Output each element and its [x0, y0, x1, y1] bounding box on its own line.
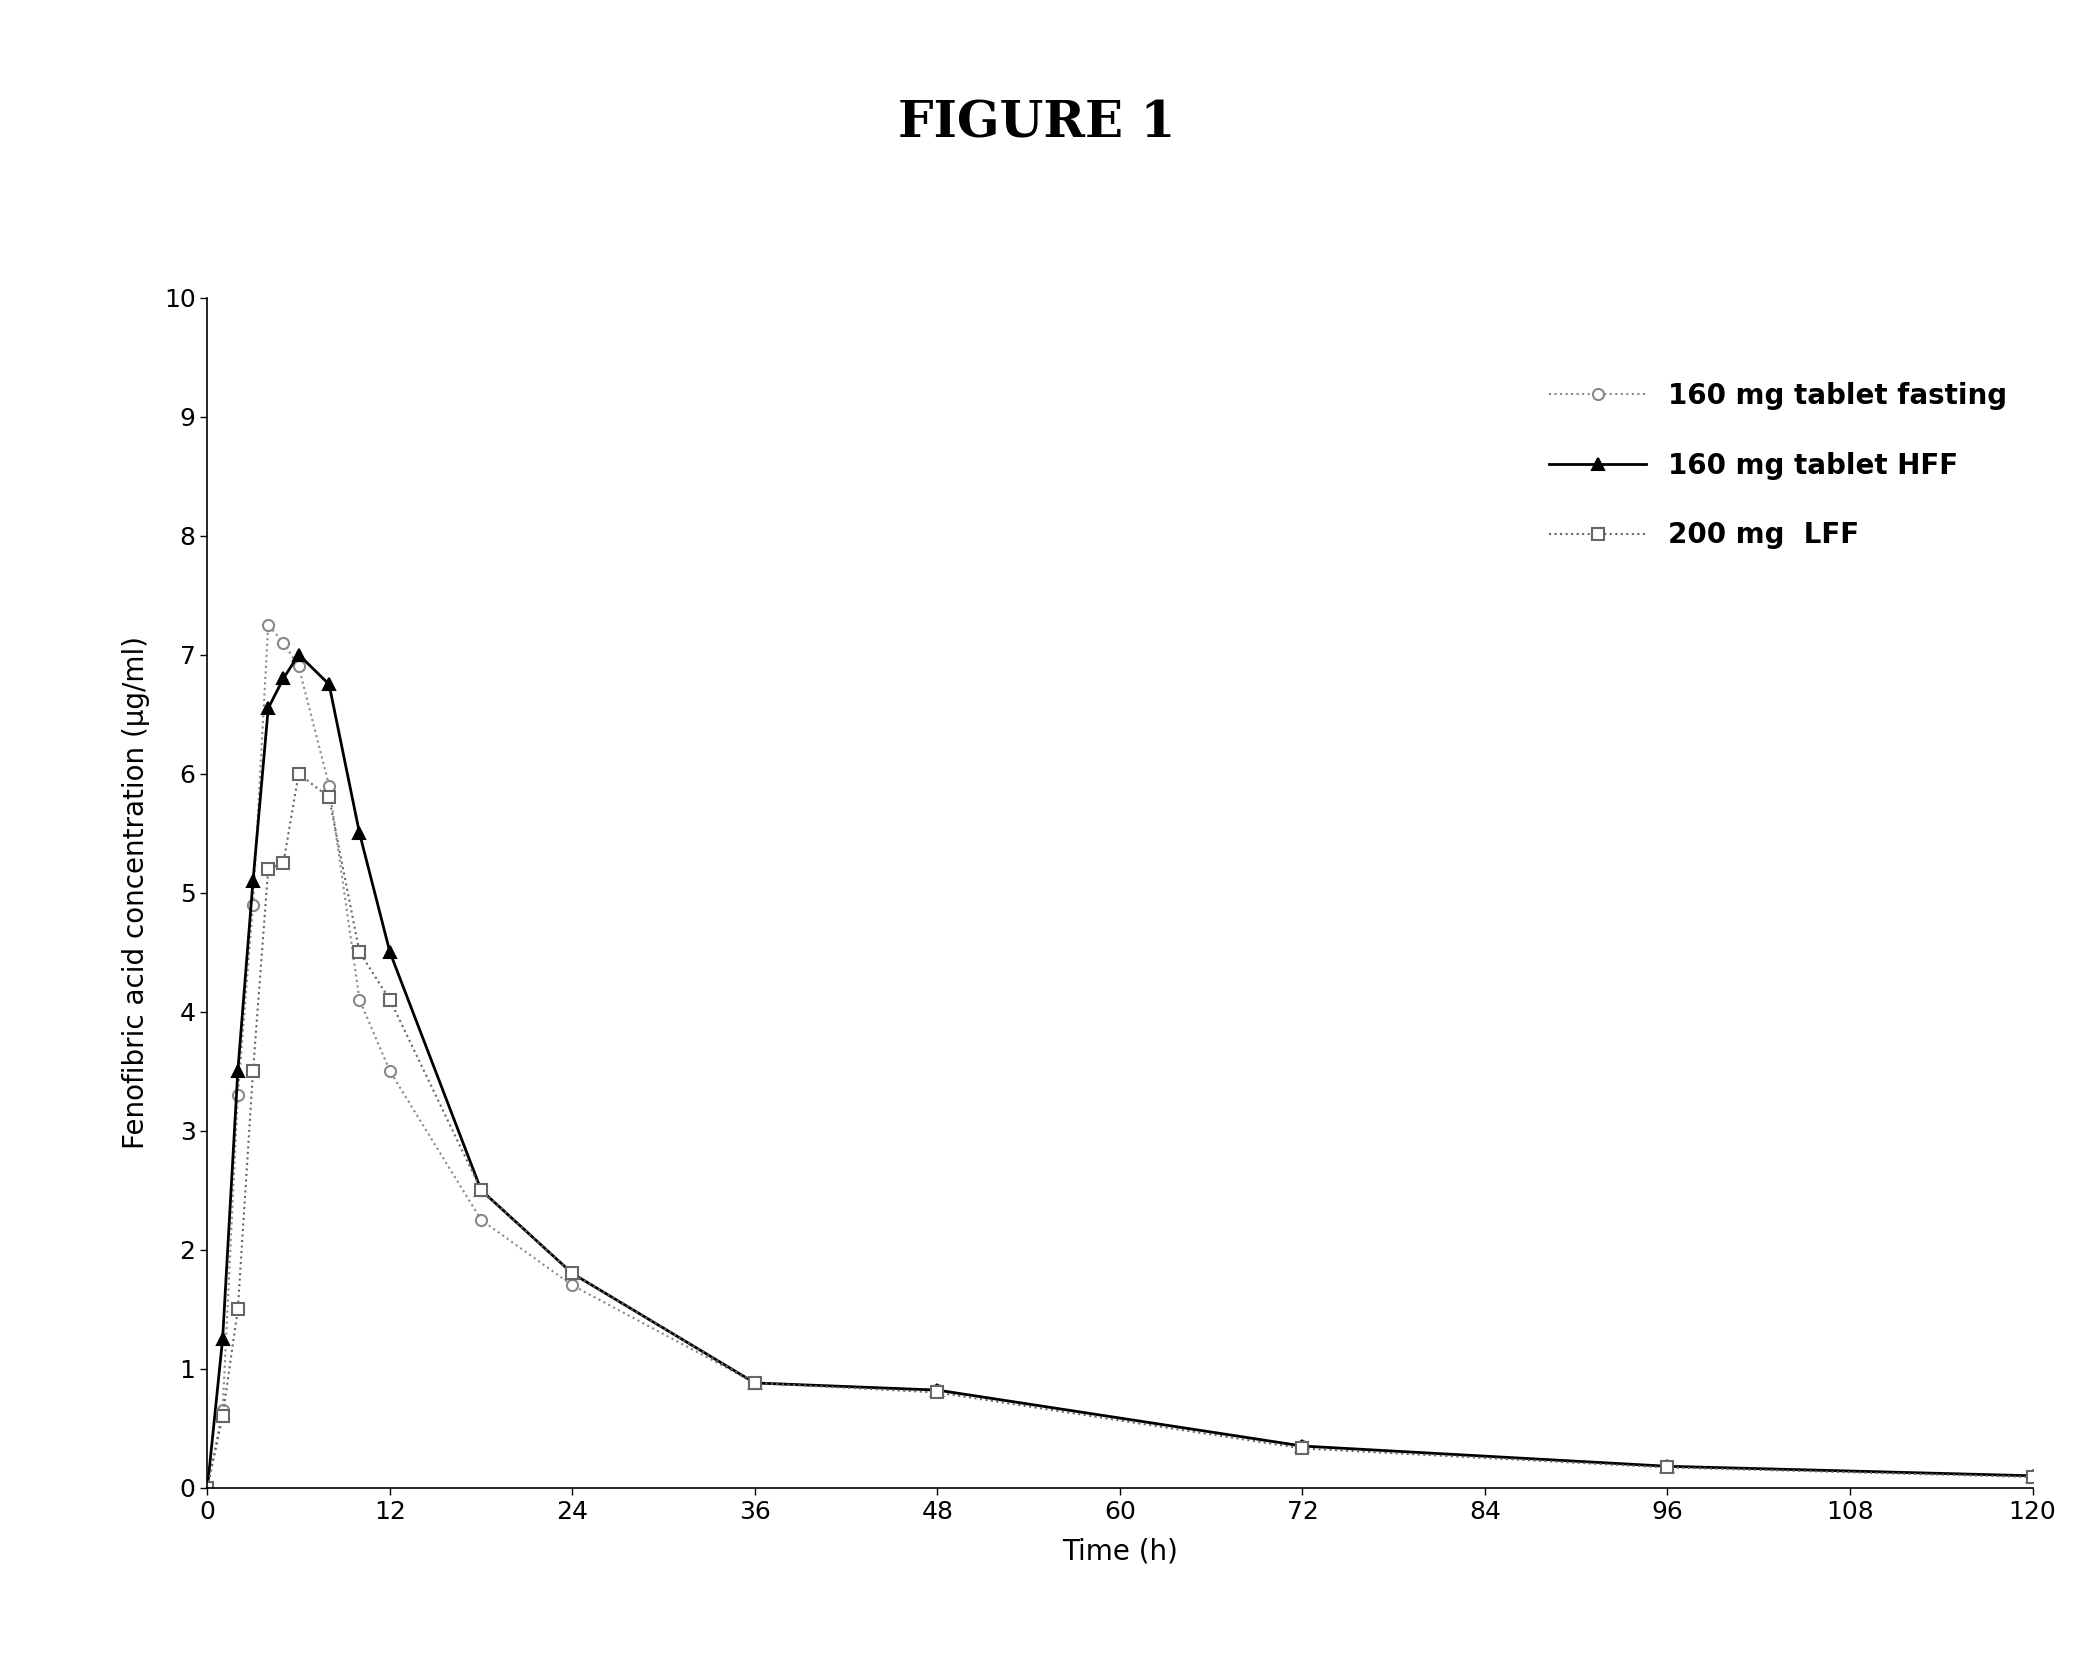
X-axis label: Time (h): Time (h) [1062, 1537, 1178, 1565]
160 mg tablet fasting [241, 894, 265, 914]
Legend: 160 mg tablet fasting, 160 mg tablet HFF, 200 mg  LFF: 160 mg tablet fasting, 160 mg tablet HFF… [1537, 370, 2018, 560]
200 mg  LFF [209, 1407, 234, 1427]
160 mg tablet HFF [925, 1380, 950, 1400]
160 mg tablet fasting [255, 615, 280, 635]
Y-axis label: Fenofibric acid concentration (μg/ml): Fenofibric acid concentration (μg/ml) [122, 636, 149, 1149]
160 mg tablet fasting [209, 1400, 234, 1420]
Line: 200 mg  LFF: 200 mg LFF [201, 769, 2039, 1493]
160 mg tablet HFF [286, 645, 311, 665]
160 mg tablet fasting [2020, 1466, 2045, 1486]
160 mg tablet fasting [1655, 1456, 1680, 1476]
200 mg  LFF [272, 853, 297, 873]
200 mg  LFF [925, 1382, 950, 1402]
160 mg tablet HFF [1290, 1436, 1315, 1456]
160 mg tablet HFF [2020, 1466, 2045, 1486]
160 mg tablet HFF [346, 823, 371, 843]
200 mg  LFF [195, 1478, 220, 1498]
160 mg tablet HFF [272, 668, 297, 688]
Line: 160 mg tablet HFF: 160 mg tablet HFF [201, 648, 2039, 1494]
200 mg  LFF [1290, 1438, 1315, 1458]
160 mg tablet fasting [925, 1380, 950, 1400]
160 mg tablet fasting [286, 656, 311, 676]
200 mg  LFF [377, 990, 402, 1010]
200 mg  LFF [226, 1299, 251, 1319]
200 mg  LFF [2020, 1468, 2045, 1488]
160 mg tablet fasting [377, 1061, 402, 1081]
160 mg tablet fasting [195, 1478, 220, 1498]
160 mg tablet fasting [742, 1374, 767, 1393]
160 mg tablet HFF [560, 1263, 585, 1283]
Line: 160 mg tablet fasting: 160 mg tablet fasting [201, 620, 2039, 1493]
Text: FIGURE 1: FIGURE 1 [898, 99, 1176, 149]
160 mg tablet fasting [469, 1210, 494, 1230]
160 mg tablet fasting [1290, 1436, 1315, 1456]
160 mg tablet HFF [241, 871, 265, 891]
160 mg tablet HFF [209, 1329, 234, 1349]
160 mg tablet HFF [1655, 1456, 1680, 1476]
200 mg  LFF [1655, 1458, 1680, 1478]
200 mg  LFF [560, 1263, 585, 1283]
160 mg tablet HFF [226, 1061, 251, 1081]
160 mg tablet fasting [226, 1084, 251, 1104]
160 mg tablet fasting [560, 1276, 585, 1296]
160 mg tablet HFF [469, 1180, 494, 1200]
200 mg  LFF [742, 1374, 767, 1393]
160 mg tablet fasting [272, 633, 297, 653]
160 mg tablet fasting [346, 990, 371, 1010]
160 mg tablet fasting [317, 775, 342, 795]
160 mg tablet HFF [377, 942, 402, 962]
200 mg  LFF [317, 787, 342, 807]
160 mg tablet HFF [317, 674, 342, 694]
200 mg  LFF [469, 1180, 494, 1200]
200 mg  LFF [255, 860, 280, 879]
200 mg  LFF [346, 942, 371, 962]
200 mg  LFF [241, 1061, 265, 1081]
160 mg tablet HFF [255, 698, 280, 717]
160 mg tablet HFF [742, 1374, 767, 1393]
200 mg  LFF [286, 764, 311, 784]
160 mg tablet HFF [195, 1478, 220, 1498]
